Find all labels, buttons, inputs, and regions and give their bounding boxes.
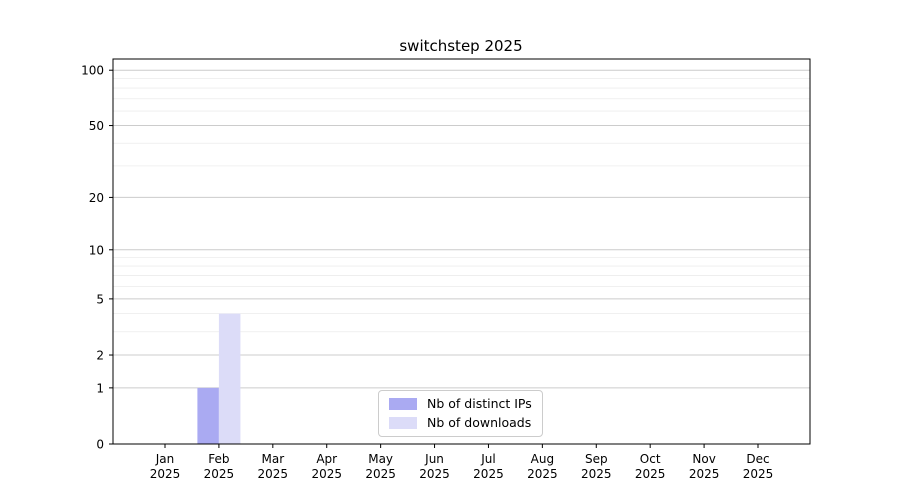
bar-distinct-ips [197,387,219,444]
x-tick-label-year: 2025 [311,467,342,481]
bar-layer [197,313,241,444]
chart-title: switchstep 2025 [399,37,522,55]
y-tick-label: 50 [89,119,104,133]
y-tick-label: 20 [89,191,104,205]
y-tick-label: 5 [96,292,104,306]
y-tick-label: 100 [81,64,104,78]
x-tick-label-month: Apr [316,452,337,466]
x-tick-label-month: Oct [640,452,661,466]
y-tick-label: 10 [89,243,104,257]
legend-swatch-downloads [389,416,417,429]
x-tick-label-year: 2025 [743,467,774,481]
x-tick-label-year: 2025 [365,467,396,481]
x-tick-label-year: 2025 [419,467,450,481]
x-tick-label-month: Jul [480,452,495,466]
legend: Nb of distinct IPs Nb of downloads [378,390,543,437]
x-tick-label-month: Jan [155,452,175,466]
legend-entry-downloads: Nb of downloads [389,414,532,430]
plot-frame [112,58,811,445]
x-tick-label-year: 2025 [258,467,289,481]
axis-layer: 0125102050100Jan2025Feb2025Mar2025Apr202… [81,58,811,481]
legend-swatch-distinct-ips [389,397,417,410]
x-tick-label-year: 2025 [581,467,612,481]
legend-label-distinct-ips: Nb of distinct IPs [427,396,532,411]
y-tick-label: 2 [96,349,104,363]
x-tick-label-month: Nov [692,452,715,466]
y-tick-label: 1 [96,381,104,395]
x-tick-label-year: 2025 [473,467,504,481]
x-tick-label-month: Aug [531,452,554,466]
x-tick-label-year: 2025 [635,467,666,481]
x-tick-label-month: Jun [424,452,444,466]
x-tick-label-year: 2025 [150,467,181,481]
y-tick-label: 0 [96,438,104,452]
x-tick-label-year: 2025 [527,467,558,481]
x-tick-label-month: May [368,452,393,466]
x-tick-label-month: Sep [585,452,608,466]
grid-layer [113,69,810,389]
bar-downloads [218,313,241,444]
legend-label-downloads: Nb of downloads [427,414,532,430]
x-tick-label-month: Mar [261,452,284,466]
x-tick-label-year: 2025 [689,467,720,481]
x-tick-label-month: Feb [208,452,229,466]
x-tick-label-month: Dec [746,452,769,466]
legend-entry-distinct-ips: Nb of distinct IPs [389,397,532,411]
x-tick-label-year: 2025 [204,467,235,481]
